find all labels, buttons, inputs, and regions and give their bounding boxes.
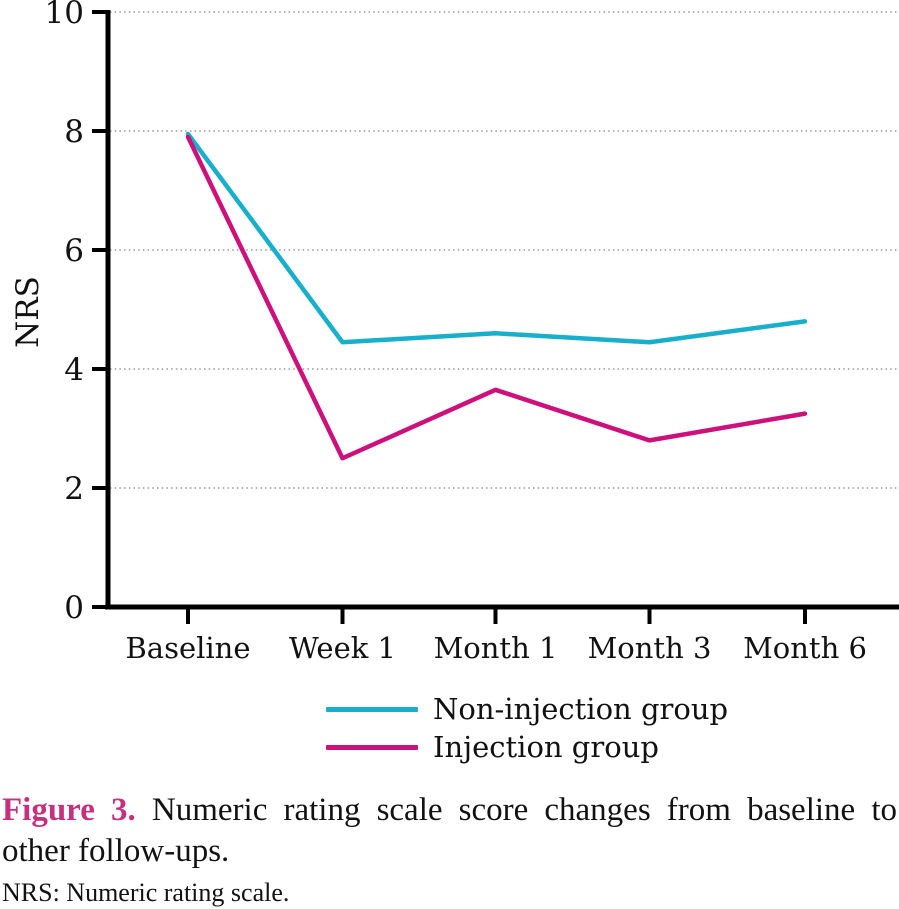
y-tick-label: 6: [64, 233, 84, 269]
figure-caption: Figure 3. Numeric rating scale score cha…: [2, 790, 897, 909]
x-tick-label: Week 1: [289, 631, 396, 665]
nrs-line-chart: 10 8 6 4 2 0 NRS Baseline Week 1 Month 1…: [10, 0, 899, 665]
y-tick-label: 8: [64, 114, 84, 150]
y-tick-marks: [92, 10, 108, 609]
x-tick-label: Month 1: [434, 631, 558, 665]
y-tick-label: 10: [45, 0, 84, 31]
figure-label: Figure 3.: [2, 792, 136, 828]
legend-label: Non-injection group: [433, 692, 729, 726]
caption-note: NRS: Numeric rating scale.: [2, 878, 290, 907]
y-tick-label: 4: [64, 352, 84, 388]
series-line-non-injection-group: [185, 131, 808, 345]
caption-text: Figure 3. Numeric rating scale score cha…: [2, 790, 897, 872]
legend-label: Injection group: [433, 730, 659, 764]
series-line-injection-group: [185, 134, 808, 461]
y-axis-title: NRS: [10, 276, 46, 348]
x-tick-label: Baseline: [125, 631, 250, 665]
x-tick-label: Month 6: [743, 631, 867, 665]
chart-legend: Non-injection group Injection group: [326, 690, 728, 766]
y-tick-label: 0: [64, 590, 84, 626]
y-tick-label: 2: [64, 471, 84, 507]
non-injection-line-swatch: [326, 706, 418, 712]
caption-body: Numeric rating scale score changes from …: [2, 792, 897, 869]
legend-item-injection-group: Injection group: [326, 728, 728, 766]
x-tick-marks: [186, 609, 807, 624]
injection-line-swatch: [326, 744, 418, 750]
legend-item-non-injection-group: Non-injection group: [326, 690, 728, 728]
x-tick-label: Month 3: [588, 631, 712, 665]
